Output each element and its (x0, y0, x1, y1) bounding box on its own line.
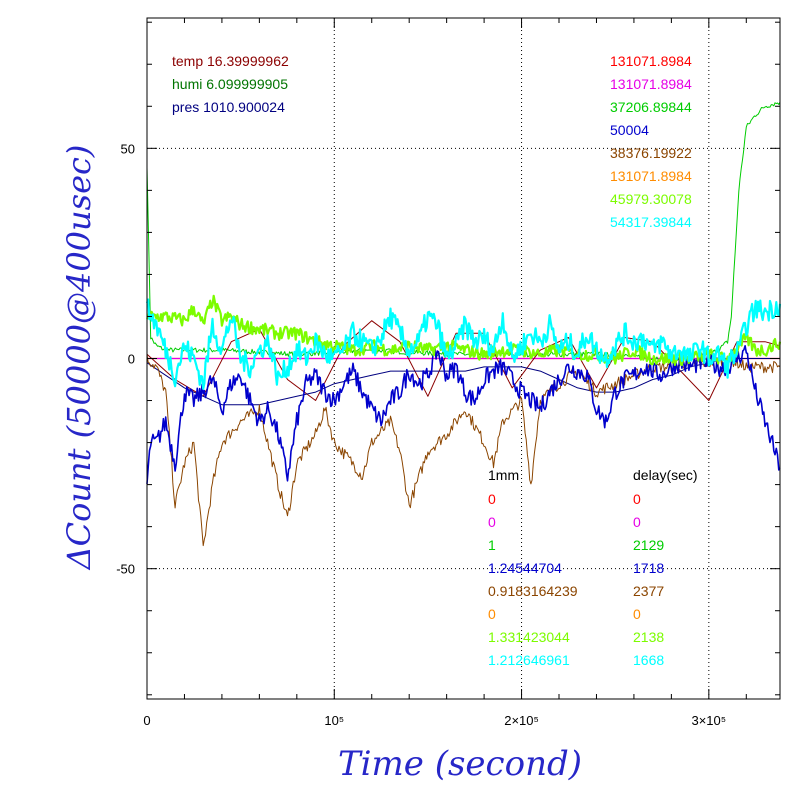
mean-legend-item: 54317.39844 (610, 214, 692, 230)
table-cell-1mm: 1.212646961 (488, 652, 570, 668)
table-cell-1mm: 0 (488, 514, 496, 530)
x-tick-label: 0 (143, 713, 150, 728)
table-cell-1mm: 0 (488, 491, 496, 507)
mean-legend-item: 131071.8984 (610, 76, 692, 92)
y-tick-label: 0 (128, 352, 135, 367)
table-cell-delay: 1718 (633, 560, 664, 576)
env-legend-item: humi 6.099999905 (172, 76, 288, 92)
table-cell-delay: 2377 (633, 583, 664, 599)
table-cell-1mm: 1.24544704 (488, 560, 562, 576)
env-legend: temp 16.39999962 humi 6.099999905 pres 101… (172, 53, 289, 115)
table-cell-1mm: 1.331423044 (488, 629, 570, 645)
table-cell-1mm: 0 (488, 606, 496, 622)
table-cell-1mm: 0.9183164239 (488, 583, 578, 599)
series-line-8 (145, 298, 782, 390)
table-cell-delay: 0 (633, 491, 641, 507)
mean-legend-item: 131071.8984 (610, 168, 692, 184)
y-tick-label: 50 (121, 141, 135, 156)
table-cell-1mm: 1 (488, 537, 496, 553)
y-axis-title: ΔCount (50000@400usec) (60, 145, 98, 572)
series-line-7 (146, 294, 782, 367)
table-header-delay: delay(sec) (633, 467, 698, 483)
x-axis-title: Time (second) (338, 744, 582, 784)
table-cell-delay: 2138 (633, 629, 664, 645)
mean-legend-item: 131071.8984 (610, 53, 692, 69)
table-cell-delay: 2129 (633, 537, 664, 553)
series-layer (145, 101, 782, 547)
info-table: 1mm delay(sec) 0 0 0 0 1 2129 1.24544704 1718 0.91… (488, 467, 698, 668)
x-tick-label: 10⁵ (324, 713, 344, 728)
mean-legend-item: 45979.30078 (610, 191, 692, 207)
x-tick-label: 3×10⁵ (691, 713, 726, 728)
mean-legend: 131071.8984 131071.8984 37206.89844 50004 38… (610, 53, 692, 230)
tick-labels: 0 10⁵ 2×10⁵ 3×10⁵ -50 0 50 (116, 141, 726, 728)
table-cell-delay: 0 (633, 606, 641, 622)
table-header-1mm: 1mm (488, 467, 519, 483)
env-legend-item: pres 1010.900024 (172, 99, 285, 115)
x-tick-label: 2×10⁵ (504, 713, 539, 728)
mean-legend-item: 50004 (610, 122, 649, 138)
table-cell-delay: 0 (633, 514, 641, 530)
mean-legend-item: 38376.19922 (610, 145, 692, 161)
env-legend-item: temp 16.39999962 (172, 53, 289, 69)
mean-legend-item: 37206.89844 (610, 99, 692, 115)
y-tick-label: -50 (116, 562, 135, 577)
table-cell-delay: 1668 (633, 652, 664, 668)
axis-ticks (147, 18, 780, 699)
